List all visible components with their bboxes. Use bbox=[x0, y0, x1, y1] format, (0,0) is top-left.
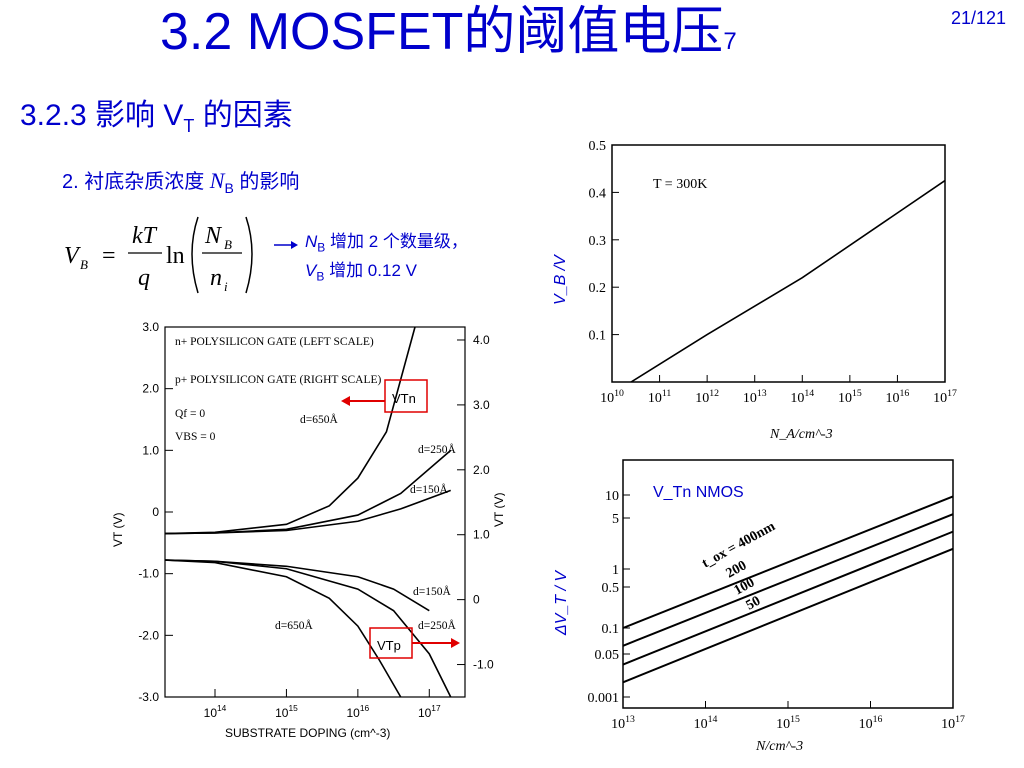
chart3-ytick: 10 bbox=[605, 489, 619, 504]
chart2-ytick-right: 3.0 bbox=[473, 398, 490, 412]
chart1-ytick: 0.5 bbox=[589, 139, 607, 154]
chart3-xlabel: N/cm^-3 bbox=[755, 739, 803, 754]
label-d150-bot: d=150Å bbox=[413, 584, 451, 598]
chart3-ytick: 1 bbox=[612, 563, 619, 578]
slide-title: 3.2 MOSFET的阈值电压7 bbox=[160, 3, 737, 61]
chart3-line-2 bbox=[622, 530, 954, 666]
chart3-xtick: 1014 bbox=[694, 714, 718, 732]
chart1-ytick: 0.3 bbox=[589, 234, 607, 249]
chart2-curve-3 bbox=[164, 559, 430, 612]
chart2-ytick-right: 2.0 bbox=[473, 463, 490, 477]
formula-den: q bbox=[138, 265, 150, 291]
chart3-ylabel: ΔV_T / V bbox=[553, 570, 570, 636]
note-text: NB 增加 2 个数量级， VB 增加 0.12 V bbox=[305, 232, 468, 284]
chart2-ytick-right: 0 bbox=[473, 593, 480, 607]
chart3-ytick: 0.001 bbox=[588, 691, 620, 706]
chart3-xtick: 1015 bbox=[776, 714, 800, 732]
vtp-label: VTp bbox=[377, 638, 401, 653]
chart2-note-vbs: VBS = 0 bbox=[175, 431, 216, 443]
delta-vt-chart: 1013 1014 1015 1016 10170.0010.050.10.51510 … bbox=[548, 455, 968, 760]
chart2-xtick: 1014 bbox=[204, 703, 227, 720]
chart2-curve-2 bbox=[164, 489, 451, 535]
chart2-curve-4 bbox=[164, 559, 452, 698]
chart1-frame bbox=[611, 144, 946, 383]
formula-eq: = bbox=[102, 243, 116, 269]
page-number: 21/121 bbox=[950, 8, 1006, 28]
section-heading: 3.2.3 影响 VT 的因素 bbox=[20, 99, 293, 136]
chart1-annotation: T = 300K bbox=[653, 177, 707, 192]
chart2-ytick-left: -2.0 bbox=[138, 628, 159, 642]
chart2-note-p: p+ POLYSILICON GATE (RIGHT SCALE) bbox=[175, 374, 382, 386]
formula-inner-den-sub: i bbox=[224, 279, 228, 294]
chart3-xtick: 1013 bbox=[611, 714, 635, 732]
chart1-series-line bbox=[630, 179, 946, 383]
formula-lhs: V bbox=[64, 243, 81, 269]
chart3-line-3 bbox=[622, 547, 954, 684]
chart3-ytick: 0.5 bbox=[602, 581, 620, 596]
chart3-xtick: 1016 bbox=[859, 714, 883, 732]
chart2-ytick-left: 1.0 bbox=[142, 443, 159, 457]
vtn-box bbox=[384, 379, 428, 413]
chart2-ylabel-right: VT (V) bbox=[492, 493, 505, 527]
formula-inner-num: N bbox=[204, 223, 223, 249]
chart1-xtick: 1015 bbox=[838, 388, 862, 406]
chart1-xtick: 1016 bbox=[886, 388, 910, 406]
chart2-ytick-left: -1.0 bbox=[138, 567, 159, 581]
formula-inner-den: n bbox=[210, 265, 222, 291]
chart1-ytick: 0.4 bbox=[589, 186, 607, 201]
chart2-ytick-right: 1.0 bbox=[473, 528, 490, 542]
label-d650-top: d=650Å bbox=[300, 412, 338, 426]
vb-vs-na-chart: 1010 1011 1012 1013 1014 1015 1016 1017 0.1 0.2 0.… bbox=[545, 135, 965, 445]
vt-vs-doping-chart: 1014 1015 1016 1017 3.0 2.0 1.0 0 -1.0 -2.0 -3.0 4.… bbox=[105, 315, 505, 755]
chart3-line-0 bbox=[622, 495, 954, 629]
label-d250-bot: d=250Å bbox=[418, 618, 456, 632]
formula-num: kT bbox=[132, 223, 158, 249]
chart2-ytick-left: -3.0 bbox=[138, 690, 159, 704]
chart3-line-1 bbox=[622, 513, 954, 647]
chart3-ytick: 5 bbox=[612, 512, 619, 527]
label-d650-bot: d=650Å bbox=[275, 618, 313, 632]
vb-formula: V B = kT q ln N B n i bbox=[64, 216, 298, 294]
chart2-ytick-right: 4.0 bbox=[473, 333, 490, 347]
chart1-xtick: 1012 bbox=[695, 388, 719, 406]
chart2-xlabel: SUBSTRATE DOPING (cm^-3) bbox=[225, 726, 390, 740]
vtn-label: VTn bbox=[392, 391, 416, 406]
chart3-xtick: 1017 bbox=[941, 714, 965, 732]
chart1-xtick: 1017 bbox=[933, 388, 957, 406]
chart2-ytick-right: -1.0 bbox=[473, 658, 494, 672]
chart1-ylabel: V_B /V bbox=[552, 254, 569, 305]
chart2-ylabel-left: VT (V) bbox=[111, 513, 125, 547]
chart3-ytick: 0.1 bbox=[602, 622, 620, 637]
chart2-ytick-left: 0 bbox=[152, 505, 159, 519]
chart1-xtick: 1013 bbox=[743, 388, 767, 406]
chart2-ytick-left: 2.0 bbox=[142, 382, 159, 396]
formula-inner-num-sub: B bbox=[224, 237, 232, 252]
label-tox-50: 50 bbox=[744, 594, 764, 614]
chart1-xtick: 1011 bbox=[648, 388, 672, 406]
formula-lhs-sub: B bbox=[80, 257, 88, 272]
chart1-ytick: 0.1 bbox=[589, 329, 607, 344]
label-d150-top: d=150Å bbox=[410, 482, 448, 496]
chart2-note-qf: Qf = 0 bbox=[175, 408, 205, 420]
chart3-annotation: V_Tn NMOS bbox=[653, 484, 744, 501]
label-d250-top: d=250Å bbox=[418, 442, 456, 456]
chart1-xlabel: N_A/cm^-3 bbox=[769, 427, 833, 442]
chart2-note-n: n+ POLYSILICON GATE (LEFT SCALE) bbox=[175, 336, 374, 348]
chart2-xtick: 1015 bbox=[275, 703, 298, 720]
formula-ln: ln bbox=[166, 243, 185, 269]
chart2-ytick-left: 3.0 bbox=[142, 320, 159, 334]
chart3-ytick: 0.05 bbox=[595, 648, 620, 663]
chart1-xtick: 1010 bbox=[600, 388, 624, 406]
chart1-ytick: 0.2 bbox=[589, 281, 607, 296]
chart2-xtick: 1016 bbox=[347, 703, 370, 720]
chart2-curve-1 bbox=[164, 449, 452, 535]
item-heading: 2. 衬底杂质浓度 NB 的影响 bbox=[62, 168, 300, 196]
chart1-xtick: 1014 bbox=[790, 388, 814, 406]
chart2-curve-5 bbox=[164, 559, 402, 698]
chart2-xtick: 1017 bbox=[418, 703, 441, 720]
